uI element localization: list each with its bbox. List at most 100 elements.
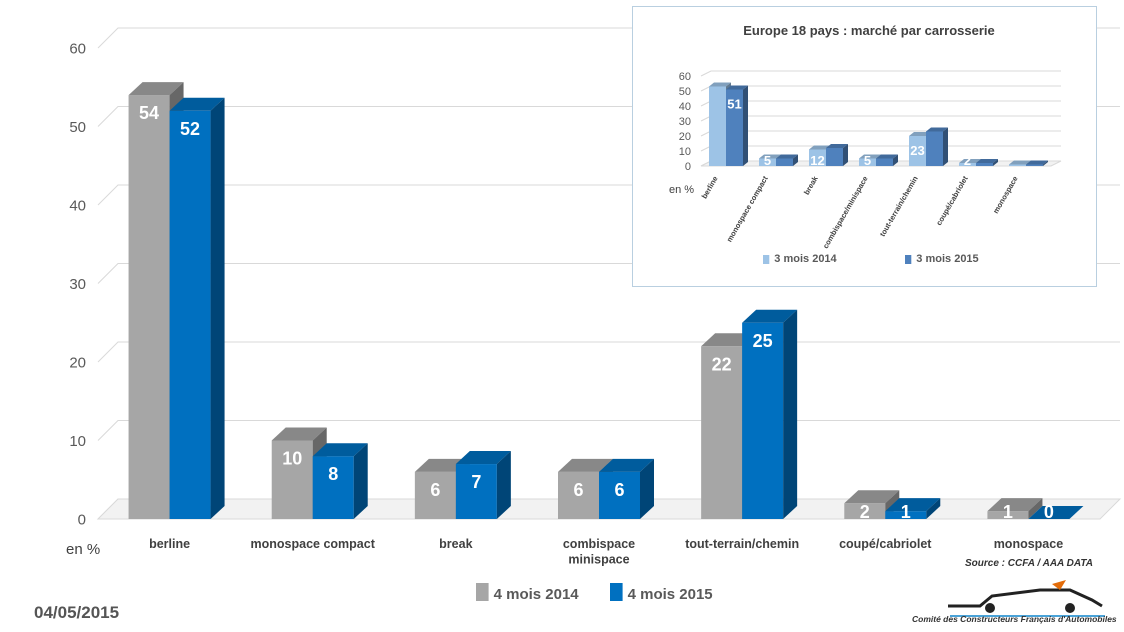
- x-category-label: tout-terrain/chemin: [878, 174, 920, 238]
- bar: [885, 498, 941, 519]
- y-tick-label: 20: [679, 131, 691, 143]
- bar-front: [599, 471, 640, 519]
- bar-front: [885, 511, 927, 519]
- bar-data-label: 2: [964, 153, 971, 168]
- x-category-label: combispace: [563, 537, 635, 551]
- bar: [742, 309, 798, 519]
- legend-swatch: [905, 255, 912, 264]
- bar-front: [776, 158, 793, 166]
- bar-front: [312, 456, 354, 519]
- bar-top: [726, 85, 748, 90]
- bar-top: [776, 154, 798, 159]
- legend-swatch: [763, 255, 770, 264]
- bar-side: [353, 443, 368, 519]
- bar-data-label: 6: [614, 480, 624, 500]
- bar-data-label: 5: [864, 153, 871, 168]
- legend-label: 4 mois 2015: [628, 586, 713, 603]
- inset-chart-panel: 0 10 20 30 40 50 60 en % 51 berline 5 monospace com…: [632, 6, 1097, 287]
- y-tick-label: 60: [679, 71, 691, 83]
- bar-front: [809, 149, 826, 166]
- gridline: [700, 145, 1061, 152]
- bar: [1026, 160, 1048, 166]
- bar-front: [987, 511, 1029, 519]
- x-category-label: break: [802, 174, 820, 197]
- bar-top: [742, 309, 798, 323]
- bar-top: [844, 490, 900, 504]
- bar-data-label: 52: [180, 119, 200, 139]
- bar-data-label: 23: [910, 143, 924, 158]
- bar-front: [876, 158, 893, 166]
- bar: [599, 458, 654, 519]
- bar-side: [943, 127, 948, 166]
- bar-top: [909, 132, 931, 136]
- bar-front: [558, 471, 599, 519]
- gridline: [97, 341, 1120, 363]
- bar-front: [742, 322, 784, 519]
- bar-top: [128, 82, 184, 96]
- bar: [876, 154, 898, 166]
- x-category-label: tout-terrain/chemin: [685, 537, 799, 551]
- bar-data-label: 0: [1044, 502, 1054, 522]
- logo-caption: Comité des Constructeurs Français d'Auto…: [912, 614, 1117, 624]
- y-tick-label: 20: [69, 354, 86, 371]
- y-tick-label: 10: [679, 146, 691, 158]
- x-category-label: coupé/cabriolet: [934, 174, 970, 227]
- bar-front: [701, 346, 743, 519]
- bar-front: [414, 471, 456, 519]
- bar-top: [271, 427, 327, 441]
- bar: [726, 85, 748, 166]
- legend-swatch: [476, 583, 489, 601]
- bar-data-label: 6: [573, 480, 583, 500]
- bar-data-label: 25: [753, 331, 773, 351]
- gridline: [700, 100, 1061, 107]
- bar-data-label: 51: [727, 97, 741, 112]
- bar-top: [759, 154, 781, 159]
- bar-top: [926, 127, 948, 132]
- y-tick-label: 0: [78, 511, 86, 528]
- chart-title: Europe 18 pays : marché par carrosserie: [743, 23, 994, 38]
- bar-front: [169, 110, 211, 520]
- bar-top: [1028, 506, 1084, 519]
- bar: [826, 144, 848, 166]
- logo-car-accent: [1052, 580, 1066, 590]
- legend-label: 3 mois 2015: [916, 253, 978, 265]
- bar-top: [1026, 160, 1048, 165]
- bar-top: [312, 443, 368, 457]
- y-tick-label: 50: [679, 86, 691, 98]
- bar-front: [976, 163, 993, 166]
- bar-top: [1009, 160, 1031, 165]
- x-category-label: coupé/cabriolet: [839, 537, 932, 551]
- logo-wheel-rear: [1065, 603, 1075, 613]
- y-tick-label: 30: [679, 116, 691, 128]
- bar-top: [976, 159, 998, 163]
- bar-data-label: 6: [430, 480, 440, 500]
- bar-top: [987, 498, 1043, 512]
- bar-top: [169, 97, 225, 111]
- y-tick-label: 40: [69, 197, 86, 214]
- bar-top: [558, 458, 613, 472]
- bar-data-label: 5: [764, 153, 771, 168]
- bar-top: [455, 451, 511, 465]
- y-tick-label: 0: [685, 161, 691, 173]
- y-tick-label: 60: [69, 40, 86, 57]
- bar-side: [793, 154, 798, 166]
- gridline: [700, 85, 1061, 92]
- logo-car-silhouette: [948, 588, 1103, 608]
- y-axis-label: en %: [669, 184, 694, 196]
- source-note: Source : CCFA / AAA DATA: [965, 558, 1093, 569]
- bar-side: [926, 498, 941, 519]
- bar: [455, 451, 511, 519]
- legend-swatch: [610, 583, 623, 601]
- bar-front: [1009, 164, 1026, 166]
- bar-side: [993, 159, 998, 166]
- x-category-label: minispace: [568, 553, 629, 567]
- bar-data-label: 8: [328, 464, 338, 484]
- bar-front: [909, 136, 926, 166]
- y-tick-label: 10: [69, 433, 86, 450]
- x-category-label: break: [439, 537, 472, 551]
- bar-front: [709, 86, 726, 166]
- bar-top: [599, 458, 654, 472]
- bar-data-label: 12: [810, 153, 824, 168]
- bar-side: [640, 458, 654, 519]
- bar-top: [826, 144, 848, 148]
